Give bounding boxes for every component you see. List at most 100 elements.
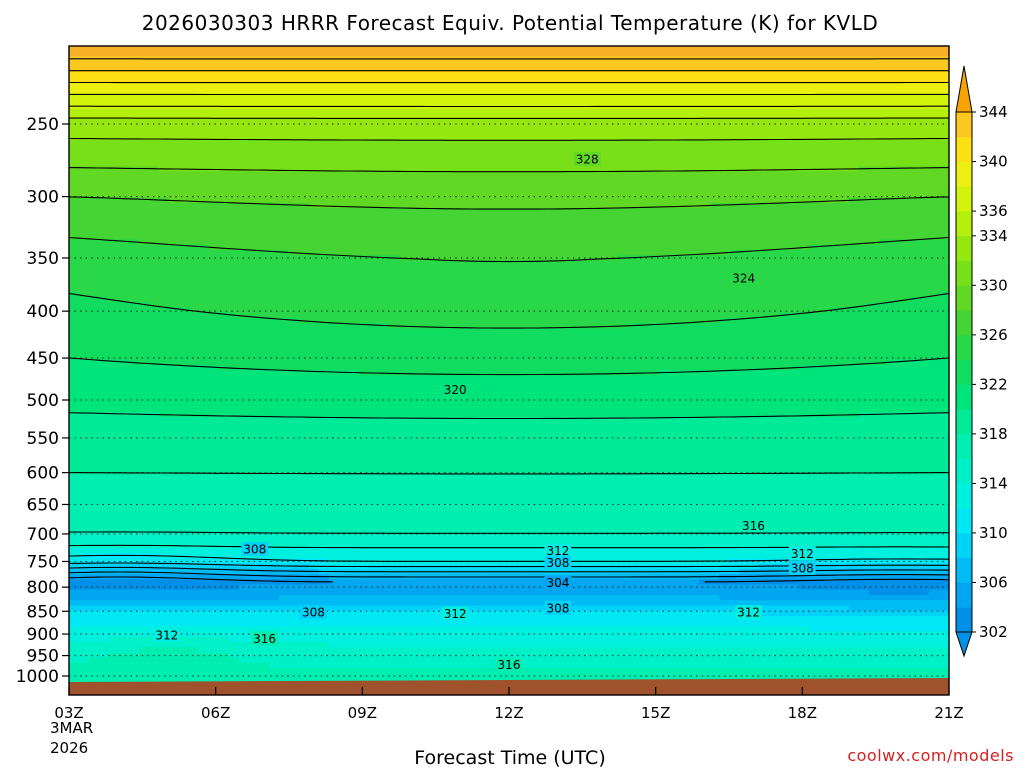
field-cell xyxy=(869,66,880,73)
field-cell xyxy=(859,4,870,10)
field-cell xyxy=(319,281,330,288)
field-cell xyxy=(319,51,330,57)
field-cell xyxy=(199,87,210,94)
field-cell xyxy=(589,98,600,105)
field-cell xyxy=(369,87,380,94)
field-cell xyxy=(429,249,440,256)
field-cell xyxy=(769,265,780,272)
field-cell xyxy=(889,61,900,68)
field-cell xyxy=(649,145,660,152)
field-cell xyxy=(69,218,80,225)
field-cell xyxy=(809,234,820,241)
field-cell xyxy=(249,155,260,162)
field-cell xyxy=(119,260,130,267)
field-cell xyxy=(289,276,300,282)
field-cell xyxy=(349,192,360,199)
field-cell xyxy=(789,4,800,10)
field-cell xyxy=(529,265,540,272)
field-cell xyxy=(649,160,660,167)
field-cell xyxy=(589,66,600,73)
field-cell xyxy=(779,192,790,199)
field-cell xyxy=(169,187,180,193)
field-cell xyxy=(659,223,670,230)
field-cell xyxy=(99,197,110,204)
field-cell xyxy=(79,129,90,136)
field-cell xyxy=(279,296,290,303)
field-cell xyxy=(179,87,190,94)
field-cell xyxy=(399,249,410,256)
field-cell xyxy=(649,281,660,288)
field-cell xyxy=(629,129,640,136)
field-cell xyxy=(289,113,300,120)
field-cell xyxy=(879,119,890,125)
field-cell xyxy=(229,202,240,209)
field-cell xyxy=(369,291,380,298)
field-cell xyxy=(359,187,370,193)
field-cell xyxy=(729,181,740,188)
field-cell xyxy=(129,155,140,162)
field-cell xyxy=(289,270,300,277)
field-cell xyxy=(299,140,310,146)
field-cell xyxy=(679,197,690,204)
field-cell xyxy=(259,72,270,78)
field-cell xyxy=(489,35,500,41)
field-cell xyxy=(79,108,90,115)
field-cell xyxy=(259,239,270,246)
field-cell xyxy=(399,119,410,125)
field-cell xyxy=(99,30,110,36)
field-cell xyxy=(499,108,510,115)
field-cell xyxy=(409,61,420,68)
field-cell xyxy=(199,108,210,115)
field-cell xyxy=(329,46,340,52)
field-cell xyxy=(359,176,370,183)
field-cell xyxy=(769,286,780,293)
field-cell xyxy=(599,202,610,209)
field-cell xyxy=(729,296,740,303)
field-cell xyxy=(509,234,520,241)
field-cell xyxy=(929,234,940,241)
field-cell xyxy=(819,260,830,267)
field-cell xyxy=(339,129,350,136)
field-cell xyxy=(129,30,140,36)
field-cell xyxy=(199,82,210,89)
field-cell xyxy=(569,166,580,173)
field-cell xyxy=(439,192,450,199)
field-cell xyxy=(279,4,290,10)
field-cell xyxy=(189,35,200,41)
field-cell xyxy=(329,181,340,188)
field-cell xyxy=(119,187,130,193)
field-cell xyxy=(79,140,90,146)
field-cell xyxy=(819,77,830,84)
field-cell xyxy=(99,98,110,105)
field-cell xyxy=(359,255,370,261)
field-cell xyxy=(859,265,870,272)
field-cell xyxy=(569,276,580,282)
field-cell xyxy=(699,66,710,73)
field-cell xyxy=(109,160,120,167)
field-cell xyxy=(639,228,650,235)
field-cell xyxy=(239,4,250,10)
field-cell xyxy=(609,249,620,256)
field-cell xyxy=(359,140,370,146)
field-cell xyxy=(399,72,410,78)
field-cell xyxy=(229,223,240,230)
field-cell xyxy=(329,82,340,89)
field-cell xyxy=(339,66,350,73)
field-cell xyxy=(159,134,170,141)
field-cell xyxy=(559,197,570,204)
field-cell xyxy=(259,87,270,94)
field-cell xyxy=(929,15,940,21)
field-cell xyxy=(259,4,270,10)
field-cell xyxy=(319,176,330,183)
field-cell xyxy=(99,87,110,94)
field-cell xyxy=(429,140,440,146)
field-cell xyxy=(679,166,690,173)
field-cell xyxy=(539,255,550,261)
field-cell xyxy=(299,192,310,199)
field-cell xyxy=(139,244,150,251)
field-cell xyxy=(119,166,130,173)
field-cell xyxy=(79,181,90,188)
field-cell xyxy=(759,202,770,209)
field-cell xyxy=(639,176,650,183)
field-cell xyxy=(899,281,910,288)
